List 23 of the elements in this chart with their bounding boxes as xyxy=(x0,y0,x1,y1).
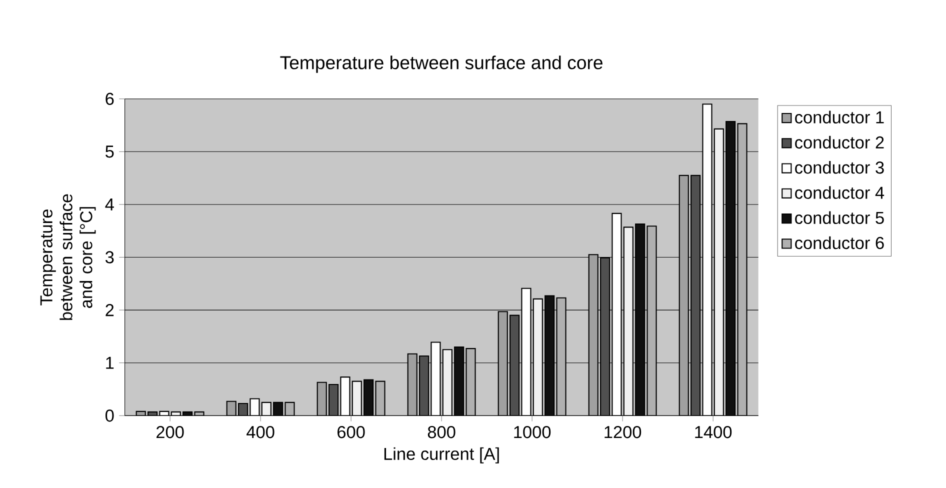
x-tick-label: 600 xyxy=(338,426,365,438)
y-tick-label: 1 xyxy=(106,357,114,369)
x-tick-label: 800 xyxy=(428,426,456,438)
y-axis-title: Temperature between surface and core [°C] xyxy=(40,194,96,320)
y-tick-label: 5 xyxy=(106,146,114,158)
x-tick-label: 1200 xyxy=(604,426,642,438)
legend-label: conductor 6 xyxy=(795,236,884,250)
x-axis-title: Line current [A] xyxy=(384,448,499,464)
y-tick-label: 2 xyxy=(106,304,114,316)
x-tick-label: 1000 xyxy=(514,426,551,438)
legend-label: conductor 1 xyxy=(795,110,884,124)
x-tick-label: 1400 xyxy=(695,426,732,438)
legend-label: conductor 5 xyxy=(795,211,884,224)
y-tick-label: 6 xyxy=(106,92,114,106)
y-tick-label: 3 xyxy=(106,251,114,264)
y-tick-label: 0 xyxy=(106,410,114,422)
x-tick-label: 400 xyxy=(246,426,274,438)
chart-title: Temperature between surface and core xyxy=(280,56,602,74)
x-tick-label: 200 xyxy=(156,426,184,438)
legend-label: conductor 2 xyxy=(795,136,884,149)
legend-label: conductor 4 xyxy=(795,186,884,200)
y-tick-label: 4 xyxy=(105,198,114,211)
legend-label: conductor 3 xyxy=(795,161,884,174)
